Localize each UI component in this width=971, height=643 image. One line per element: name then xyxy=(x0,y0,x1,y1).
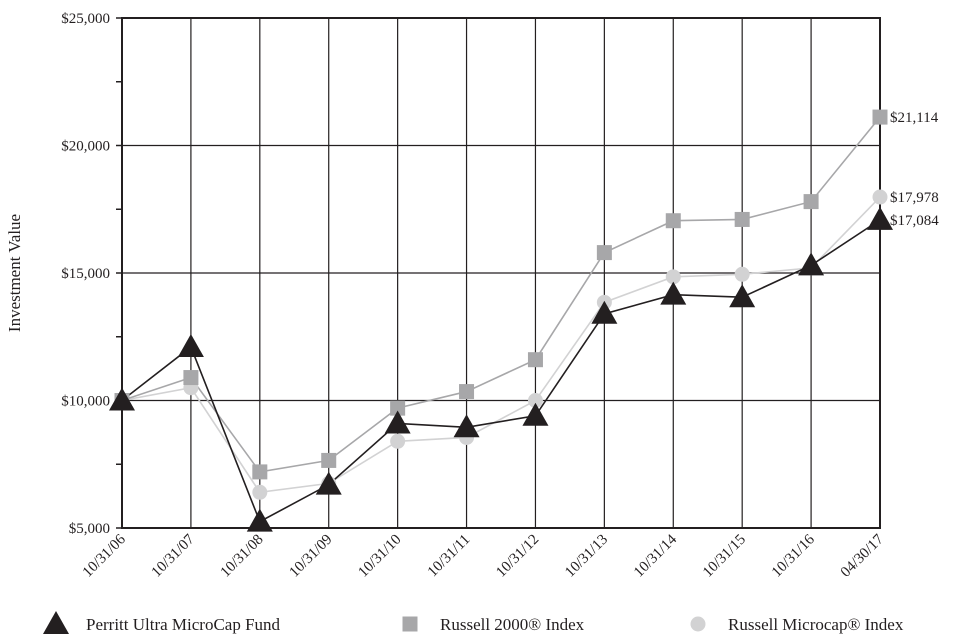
axis-layer: $5,000 $10,000 $15,000 $20,000 $25,000 10/31/… xyxy=(5,11,887,581)
legend-label: Perritt Ultra MicroCap Fund xyxy=(86,615,281,634)
data-point-triangle xyxy=(522,402,549,426)
data-point-triangle xyxy=(867,206,893,230)
data-point-triangle xyxy=(453,414,480,438)
data-point-circle xyxy=(252,484,268,500)
series-line-circle xyxy=(121,196,881,494)
legend-layer: Perritt Ultra MicroCap Fund Russell 2000®… xyxy=(43,611,904,634)
data-point-square xyxy=(390,400,406,416)
legend-label: Russell 2000® Index xyxy=(440,615,585,634)
data-point-triangle xyxy=(384,410,411,434)
data-point-square xyxy=(183,370,199,386)
data-point-square xyxy=(872,109,888,125)
x-tick-label: 10/31/15 xyxy=(700,532,749,581)
data-point-triangle xyxy=(591,300,618,324)
data-point-circle xyxy=(527,393,543,408)
data-point-triangle xyxy=(798,252,825,276)
end-value-label: $17,084 xyxy=(890,213,939,229)
legend-marker-square xyxy=(402,616,418,632)
y-tick-label: $10,000 xyxy=(61,394,110,410)
y-tick-label: $25,000 xyxy=(61,11,110,27)
data-point-circle xyxy=(390,433,406,449)
series-layer xyxy=(109,109,893,532)
end-value-label: $17,978 xyxy=(890,190,939,206)
data-point-circle xyxy=(665,269,681,285)
data-point-square xyxy=(252,464,268,480)
data-point-square xyxy=(321,452,337,468)
legend-marker-triangle xyxy=(43,611,69,634)
data-point-square xyxy=(596,245,612,261)
series-line-triangle xyxy=(121,219,881,523)
x-tick-label: 10/31/09 xyxy=(287,532,336,581)
y-tick-label: $15,000 xyxy=(61,266,110,282)
data-point-triangle xyxy=(246,508,273,532)
label-layer: $17,084 $21,114 $17,978 xyxy=(890,110,939,229)
x-tick-label: 10/31/14 xyxy=(631,531,680,580)
data-point-triangle xyxy=(177,333,204,357)
x-tick-label: 10/31/13 xyxy=(562,532,611,581)
x-tick-label: 10/31/08 xyxy=(218,532,267,581)
data-point-triangle xyxy=(729,284,756,308)
x-tick-label: 10/31/10 xyxy=(355,532,404,581)
data-point-triangle xyxy=(315,471,342,495)
grid-layer xyxy=(122,18,880,528)
x-tick-label: 10/31/07 xyxy=(149,531,198,580)
data-point-circle xyxy=(872,189,888,205)
x-tick-label: 10/31/06 xyxy=(80,531,129,580)
data-point-triangle xyxy=(660,281,687,305)
y-axis-title: Investment Value xyxy=(5,214,24,332)
y-tick-label: $20,000 xyxy=(61,139,110,155)
data-point-circle xyxy=(734,266,750,282)
data-point-square xyxy=(665,213,681,229)
data-point-square xyxy=(803,194,819,210)
end-value-label: $21,114 xyxy=(890,110,939,126)
data-point-triangle xyxy=(109,387,135,411)
legend-label: Russell Microcap® Index xyxy=(728,615,904,634)
y-tick-label: $5,000 xyxy=(69,521,110,537)
x-tick-label: 04/30/17 xyxy=(838,531,887,580)
x-tick-label: 10/31/16 xyxy=(769,531,818,580)
x-tick-label: 10/31/11 xyxy=(425,532,474,581)
data-point-square xyxy=(734,211,750,227)
data-point-square xyxy=(459,384,475,400)
x-tick-label: 10/31/12 xyxy=(493,532,542,581)
series-line-square xyxy=(121,116,881,473)
legend-marker-circle xyxy=(690,616,706,632)
data-point-square xyxy=(527,352,543,368)
